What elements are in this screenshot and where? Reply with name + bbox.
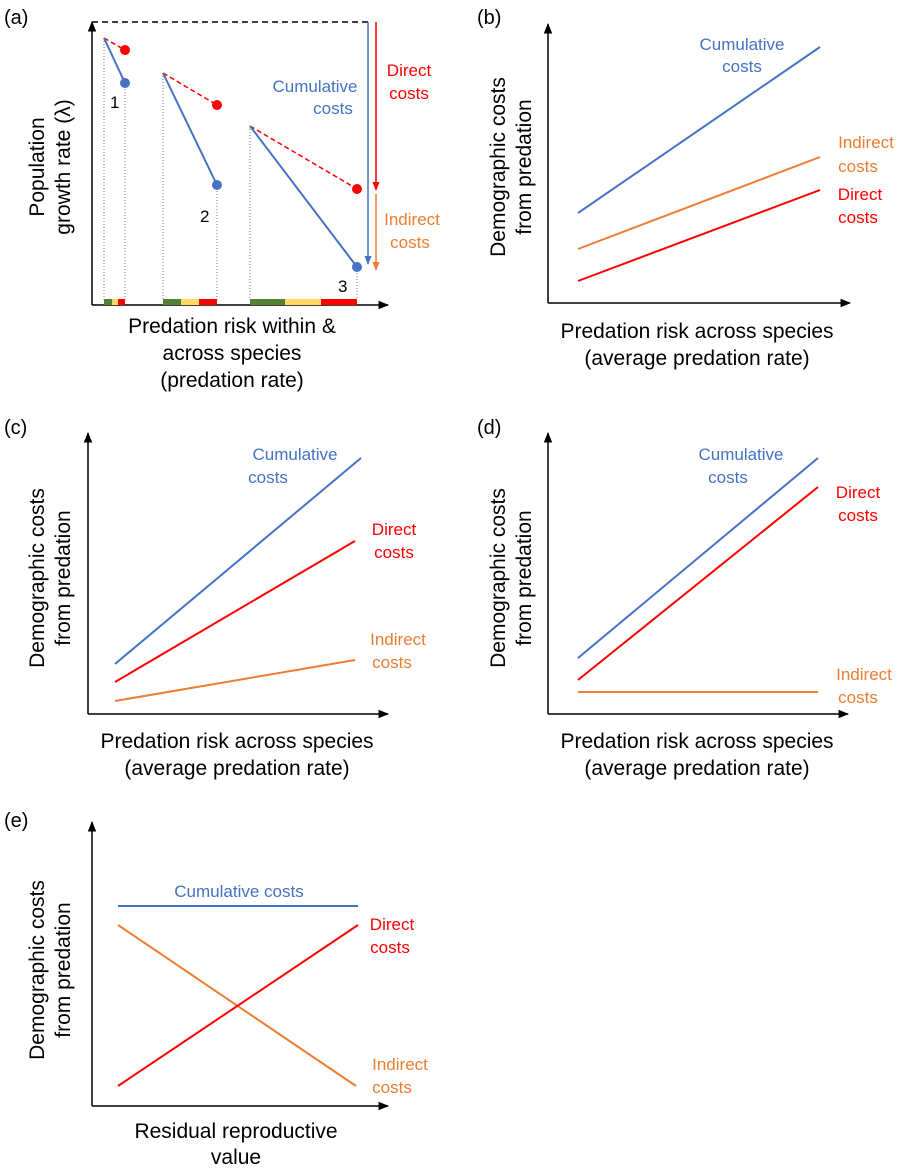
panel-e-xlabel-2: value [211,1146,261,1169]
panel-c: (c) Cumulative costs Direct costs Indire… [4,417,426,780]
panel-e-tag: (e) [4,810,28,832]
panel-a-cumulative-line-2 [162,72,218,186]
panel-d-ylabel-1: Demographic costs [487,488,510,668]
panel-b-tag: (b) [477,7,501,29]
panel-a-tag: (a) [4,7,28,29]
panel-d-indirect-label-1: Indirect [836,665,892,684]
panel-d-cumulative-label-1: Cumulative [698,445,783,464]
panel-a-point-label-3: 3 [338,277,347,296]
panel-a-point-label-2: 2 [200,207,209,226]
panel-b-direct-line [577,189,821,282]
panel-c-direct-line [114,540,356,683]
panel-a-direct-line-3 [249,125,358,190]
panel-a-cumulative-label-1: Cumulative [272,77,357,96]
panel-c-indirect-line [114,659,356,702]
panel-d-cumulative-label-2: costs [708,468,748,487]
panel-b-xlabel-1: Predation risk across species [560,320,833,343]
panel-e-direct-line [117,924,359,1087]
panel-c-cumulative-line [114,457,362,665]
panel-b-ylabel-2: from predation [513,99,536,234]
panel-b-cumulative-label-1: Cumulative [699,35,784,54]
panel-b-direct-label-2: costs [838,208,878,227]
panel-e-ylabel-2: from predation [52,902,75,1037]
panel-c-indirect-label-1: Indirect [370,630,426,649]
panel-a: (a) 1 [4,7,440,392]
panel-e-cumulative-label: Cumulative costs [174,882,303,901]
panel-a-guides [103,38,358,300]
panel-c-cumulative-label-1: Cumulative [252,445,337,464]
panel-a-xlabel-1: Predation risk within & [128,315,336,338]
panel-a-xlabel-3: (predation rate) [160,369,304,392]
panel-a-direct-point-2 [212,100,222,110]
panel-c-tag: (c) [4,417,27,439]
panel-b-cumulative-line [577,46,821,214]
panel-d-tag: (d) [477,417,501,439]
panel-d-indirect-label-2: costs [838,688,878,707]
panel-d-xlabel-2: (average predation rate) [584,757,809,780]
panel-a-cumulative-point-2 [212,180,222,190]
panel-a-ylabel-1: Population [26,117,49,216]
panel-e-xlabel-1: Residual reproductive [134,1120,337,1143]
panel-a-cumulative-line-3 [249,125,358,268]
panel-d-direct-label-1: Direct [836,483,881,502]
panel-e-ylabel-1: Demographic costs [26,880,49,1060]
panel-a-risk-bars [104,299,357,305]
panel-b-indirect-label-2: costs [838,157,878,176]
panel-b: (b) Cumulative costs Indirect costs Dire… [477,7,894,370]
panel-d: (d) Cumulative costs Direct costs Indire… [477,417,892,780]
panel-c-ylabel-2: from predation [52,510,75,645]
panel-a-direct-point-1 [120,45,130,55]
panel-d-direct-label-2: costs [838,506,878,525]
panel-b-direct-label-1: Direct [838,185,883,204]
panel-d-direct-line [577,486,819,681]
panel-a-cumulative-label-2: costs [313,99,353,118]
panel-c-indirect-label-2: costs [372,653,412,672]
panel-a-direct-line-2 [162,72,218,106]
panel-a-indirect-label-2: costs [390,233,430,252]
panel-e-direct-label-1: Direct [370,915,415,934]
panel-b-cumulative-label-2: costs [722,57,762,76]
panel-a-indirect-label-1: Indirect [384,210,440,229]
panel-c-cumulative-label-2: costs [248,468,288,487]
panel-d-cumulative-line [577,457,819,659]
panel-e-indirect-label-1: Indirect [372,1055,428,1074]
panel-a-direct-label-2: costs [389,84,429,103]
panel-a-direct-point-3 [352,184,362,194]
panel-c-direct-label-1: Direct [372,520,417,539]
panel-e-direct-label-2: costs [370,938,410,957]
panel-a-cumulative-point-1 [120,78,130,88]
panel-e-indirect-label-2: costs [372,1078,412,1097]
panel-c-direct-label-2: costs [374,543,414,562]
panel-d-ylabel-2: from predation [513,510,536,645]
panel-a-ylabel-2: growth rate (λ) [52,99,75,234]
panel-a-xlabel-2: across species [163,342,302,365]
panel-e: (e) Cumulative costs Direct costs Indire… [4,810,428,1169]
panel-b-indirect-label-1: Indirect [838,133,894,152]
panel-a-cumulative-point-3 [352,262,362,272]
panel-b-indirect-line [577,156,821,250]
panel-a-cumulative-line-1 [103,37,126,84]
panel-d-xlabel-1: Predation risk across species [560,730,833,753]
panel-c-xlabel-1: Predation risk across species [100,730,373,753]
panel-c-ylabel-1: Demographic costs [26,488,49,668]
panel-a-direct-label-1: Direct [387,61,432,80]
panel-a-point-label-1: 1 [110,93,119,112]
panel-c-xlabel-2: (average predation rate) [124,757,349,780]
panel-b-xlabel-2: (average predation rate) [584,347,809,370]
panel-b-ylabel-1: Demographic costs [487,77,510,257]
